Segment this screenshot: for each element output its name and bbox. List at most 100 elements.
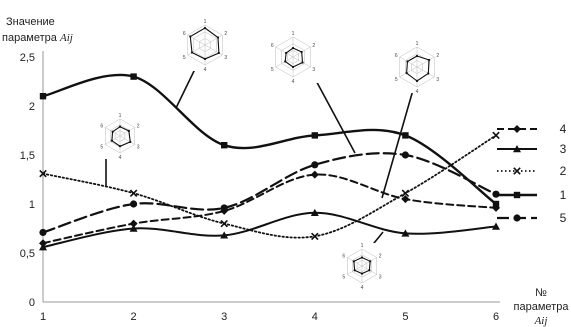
radar-axis-label: 5	[100, 145, 103, 151]
x-axis-title-line1: №	[535, 287, 547, 299]
radar-spoke	[416, 56, 435, 68]
data-point	[39, 169, 47, 178]
cross-stroke	[220, 219, 228, 228]
data-point	[311, 232, 319, 241]
radar-inset: 1 2 3 4 5 6	[381, 41, 443, 199]
radar-axis-label: 5	[395, 77, 398, 83]
x-tick-label: 2	[131, 311, 137, 323]
series-2	[39, 131, 500, 241]
radar-axis-label: 1	[292, 31, 295, 37]
radar-axis-label: 4	[292, 79, 295, 85]
radar-leader-line	[312, 74, 356, 154]
legend-item: 4	[497, 122, 567, 136]
radar-point	[300, 50, 303, 54]
legend-label: 5	[560, 211, 567, 225]
radar-point	[360, 272, 364, 275]
axes	[42, 51, 500, 303]
data-point	[492, 200, 500, 208]
radar-axis-label: 6	[342, 254, 345, 260]
radar-point	[406, 60, 409, 63]
radar-point	[203, 57, 207, 61]
y-tick-label: 0	[29, 297, 35, 309]
radar-inset: 1 2 3 4 5 6	[267, 31, 356, 154]
data-point	[130, 200, 138, 208]
radar-point	[127, 129, 130, 132]
x-tick-label: 4	[312, 311, 318, 323]
radar-spoke	[119, 135, 135, 145]
cross-stroke	[39, 169, 47, 178]
radar-axis-label: 6	[395, 53, 398, 59]
legend-marker	[513, 191, 521, 199]
cross-stroke	[401, 189, 410, 197]
data-point	[39, 243, 47, 251]
radar-axis-label: 3	[379, 275, 382, 281]
radar-point	[428, 58, 431, 62]
radar-point	[118, 145, 122, 148]
radar-point	[353, 269, 356, 272]
legend-marker	[513, 125, 521, 133]
radar-point	[301, 61, 304, 64]
radar-axis-label: 3	[224, 55, 227, 61]
y-tick-label: 2	[29, 101, 35, 113]
legend-item: 1	[497, 188, 567, 202]
radar-point	[427, 72, 430, 75]
data-point	[310, 170, 319, 179]
series-1	[39, 73, 500, 208]
radar-point	[368, 260, 372, 263]
x-tick-label: 6	[493, 311, 499, 323]
radar-point	[111, 130, 114, 133]
radar-axis-label: 6	[183, 31, 186, 37]
y-axis-title-line2: параметра Aij	[2, 32, 73, 44]
radar-point	[291, 65, 295, 69]
data-point	[129, 224, 138, 232]
cross-stroke	[311, 232, 319, 241]
radar-spoke	[204, 34, 223, 46]
radar-point	[189, 35, 192, 38]
radar-point	[190, 51, 194, 54]
legend-marker	[513, 214, 521, 222]
data-point	[130, 73, 137, 80]
radar-inset: 1 2 3 4 5 6	[97, 113, 143, 186]
radar-leader-line	[381, 89, 414, 199]
x-axis-title-line2: параметра	[514, 301, 570, 313]
data-point	[220, 231, 229, 239]
x-tick-label: 5	[402, 311, 408, 323]
radar-point	[110, 139, 114, 142]
radar-point	[360, 256, 364, 259]
radar-spoke	[399, 66, 418, 78]
radar-axis-label: 3	[137, 145, 140, 151]
data-point	[402, 132, 409, 139]
radar-axis-label: 1	[119, 113, 122, 119]
radar-axis-label: 5	[342, 275, 345, 281]
radar-axis-label: 5	[183, 55, 186, 61]
legend-label: 3	[560, 142, 567, 156]
data-point	[401, 151, 409, 159]
series-line	[41, 73, 498, 206]
radar-inset: 1 2 3 4 5 6	[339, 231, 385, 291]
legend-marker	[513, 145, 521, 153]
series-line	[42, 134, 497, 239]
radar-leader-line	[175, 68, 196, 109]
radar-axis-label: 6	[271, 43, 274, 49]
radar-point	[415, 54, 419, 58]
radar-axis-label: 4	[204, 67, 207, 73]
x-tick-label: 1	[40, 311, 46, 323]
data-point	[39, 228, 47, 237]
data-point	[401, 195, 410, 204]
radar-axis-label: 5	[271, 67, 274, 73]
radar-axis-label: 4	[361, 285, 364, 291]
series-line	[41, 152, 498, 234]
x-axis-title-var: Aij	[534, 315, 548, 327]
radar-axis-label: 1	[204, 19, 207, 25]
data-point	[221, 142, 228, 149]
radar-point	[203, 26, 207, 30]
radar-axis-label: 6	[100, 124, 103, 130]
radar-point	[129, 140, 132, 144]
radar-spoke	[275, 46, 294, 58]
legend-label: 2	[560, 164, 567, 178]
data-point	[492, 131, 500, 140]
radar-axis-label: 4	[119, 155, 122, 161]
radar-axis-label: 3	[436, 77, 439, 83]
data-point	[129, 189, 138, 197]
